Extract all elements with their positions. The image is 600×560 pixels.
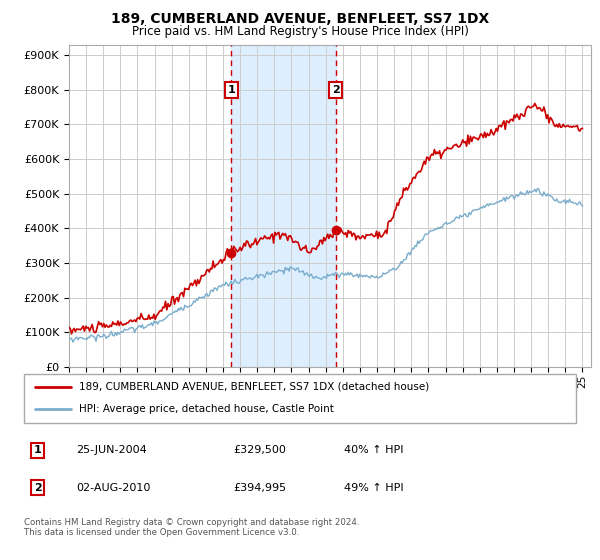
Text: 189, CUMBERLAND AVENUE, BENFLEET, SS7 1DX (detached house): 189, CUMBERLAND AVENUE, BENFLEET, SS7 1D… [79,382,430,392]
FancyBboxPatch shape [24,374,576,423]
Text: 1: 1 [34,445,41,455]
Text: 2: 2 [34,483,41,493]
Text: 1: 1 [227,85,235,95]
Bar [231,45,335,367]
Text: 02-AUG-2010: 02-AUG-2010 [76,483,151,493]
Text: £394,995: £394,995 [234,483,287,493]
Text: £329,500: £329,500 [234,445,287,455]
Text: Contains HM Land Registry data © Crown copyright and database right 2024.
This d: Contains HM Land Registry data © Crown c… [24,518,359,538]
Text: Price paid vs. HM Land Registry's House Price Index (HPI): Price paid vs. HM Land Registry's House … [131,25,469,38]
Text: HPI: Average price, detached house, Castle Point: HPI: Average price, detached house, Cast… [79,404,334,414]
Text: 40% ↑ HPI: 40% ↑ HPI [344,445,404,455]
Text: 189, CUMBERLAND AVENUE, BENFLEET, SS7 1DX: 189, CUMBERLAND AVENUE, BENFLEET, SS7 1D… [111,12,489,26]
Text: 2: 2 [332,85,340,95]
Text: 49% ↑ HPI: 49% ↑ HPI [344,483,404,493]
Text: 25-JUN-2004: 25-JUN-2004 [76,445,147,455]
